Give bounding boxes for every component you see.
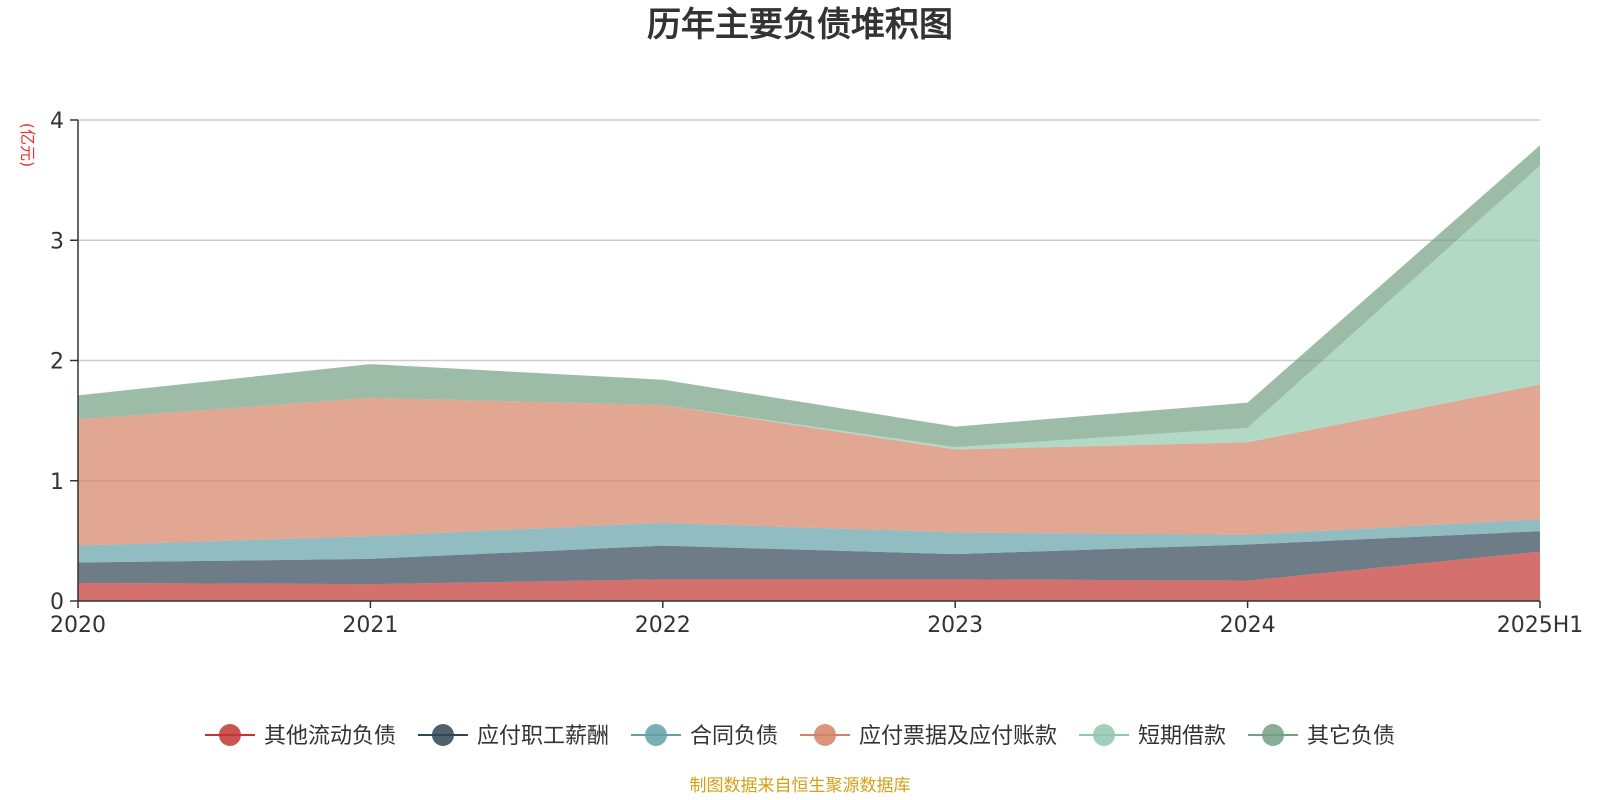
legend-item-应付票据及应付账款[interactable]: 应付票据及应付账款 <box>800 724 1057 749</box>
legend-marker-icon <box>1262 724 1285 746</box>
chart-title: 历年主要负债堆积图 <box>647 5 953 45</box>
legend-marker-icon <box>431 724 454 746</box>
y-axis-unit-label: (亿元) <box>18 123 37 168</box>
y-tick-label: 4 <box>50 109 64 134</box>
x-tick-label: 2022 <box>635 613 691 638</box>
y-axis-ticks: 0 1 2 3 4 <box>50 109 78 615</box>
legend-label: 短期借款 <box>1138 724 1226 749</box>
legend-item-其它负债[interactable]: 其它负债 <box>1248 724 1395 749</box>
legend-item-合同负债[interactable]: 合同负债 <box>630 724 778 749</box>
y-tick-label: 3 <box>50 229 64 254</box>
x-tick-label: 2023 <box>927 613 983 638</box>
legend-marker-icon <box>644 724 667 746</box>
y-tick-label: 0 <box>50 590 64 615</box>
data-source-note: 制图数据来自恒生聚源数据库 <box>690 776 911 796</box>
legend-item-其他流动负债[interactable]: 其他流动负债 <box>204 724 396 749</box>
x-tick-label: 2025H1 <box>1497 613 1584 638</box>
y-tick-label: 1 <box>50 470 64 495</box>
area-series-group <box>78 145 1540 601</box>
area-series-应付职工薪酬 <box>78 531 1540 585</box>
legend-label: 合同负债 <box>690 724 778 749</box>
legend-item-短期借款[interactable]: 短期借款 <box>1079 724 1226 749</box>
legend-item-应付职工薪酬[interactable]: 应付职工薪酬 <box>417 724 609 749</box>
x-tick-label: 2024 <box>1220 613 1276 638</box>
area-series-合同负债 <box>78 519 1540 563</box>
legend-label: 应付职工薪酬 <box>477 724 609 749</box>
legend-label: 其它负债 <box>1307 724 1395 749</box>
legend: 其他流动负债 应付职工薪酬 合同负债 应付票据及应付账款 短期借款 其它负债 <box>204 724 1395 749</box>
x-tick-label: 2020 <box>50 613 106 638</box>
area-series-其他流动负债 <box>78 551 1540 601</box>
area-series-其它负债 <box>78 145 1540 448</box>
x-axis-ticks: 2020 2021 2022 2023 2024 2025H1 <box>50 601 1583 638</box>
legend-marker-icon <box>814 724 836 746</box>
legend-label: 其他流动负债 <box>264 724 396 749</box>
x-tick-label: 2021 <box>342 613 398 638</box>
area-series-应付票据及应付账款 <box>78 384 1540 546</box>
legend-marker-icon <box>218 724 241 746</box>
legend-label: 应付票据及应付账款 <box>859 724 1057 749</box>
legend-marker-icon <box>1093 724 1116 746</box>
y-tick-label: 2 <box>50 350 64 375</box>
